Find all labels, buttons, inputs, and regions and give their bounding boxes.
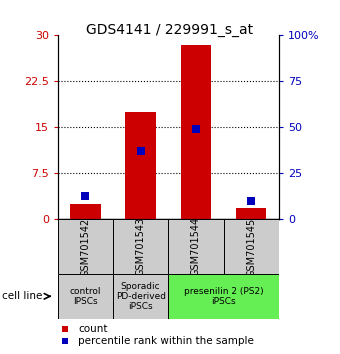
- Text: GDS4141 / 229991_s_at: GDS4141 / 229991_s_at: [86, 23, 254, 37]
- Text: Sporadic
PD-derived
iPSCs: Sporadic PD-derived iPSCs: [116, 281, 166, 312]
- Text: percentile rank within the sample: percentile rank within the sample: [78, 336, 254, 346]
- Bar: [58, 219, 113, 274]
- Text: GSM701545: GSM701545: [246, 217, 256, 276]
- Text: cell line: cell line: [2, 291, 42, 301]
- Bar: [70, 204, 101, 219]
- Bar: [168, 274, 279, 319]
- Text: control
IPSCs: control IPSCs: [70, 287, 101, 306]
- Text: GSM701543: GSM701543: [136, 217, 146, 276]
- Bar: [224, 219, 279, 274]
- Text: presenilin 2 (PS2)
iPSCs: presenilin 2 (PS2) iPSCs: [184, 287, 264, 306]
- Bar: [113, 219, 168, 274]
- Text: GSM701542: GSM701542: [81, 217, 90, 276]
- Bar: [168, 219, 224, 274]
- Bar: [58, 274, 113, 319]
- Bar: [236, 209, 266, 219]
- Text: GSM701544: GSM701544: [191, 217, 201, 276]
- Bar: [181, 45, 211, 219]
- Text: count: count: [78, 324, 108, 333]
- Bar: [125, 112, 156, 219]
- Bar: [113, 274, 168, 319]
